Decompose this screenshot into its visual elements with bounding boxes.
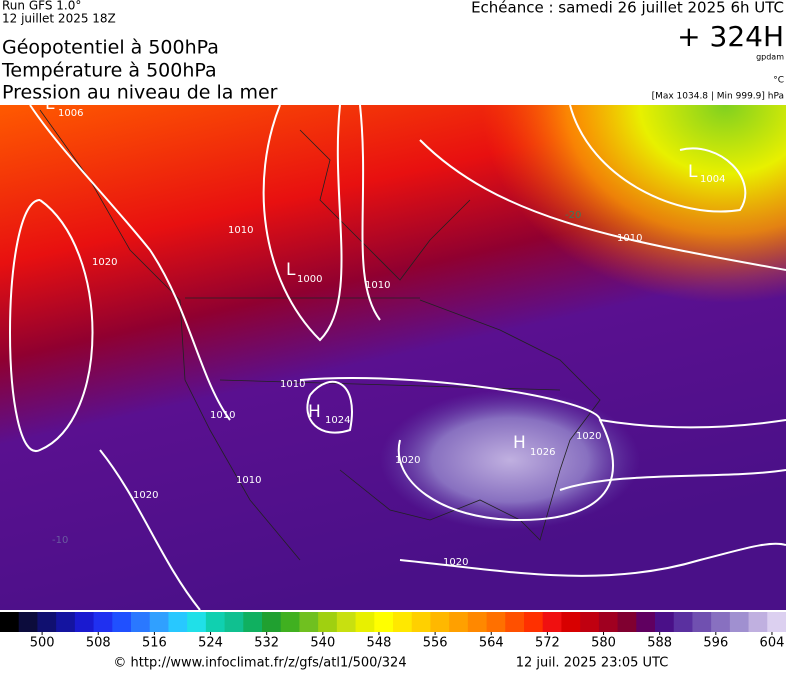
color-swatch [74, 612, 95, 632]
tick-label: 500 [30, 636, 55, 651]
tick-label: 516 [142, 636, 167, 651]
color-swatch [524, 612, 544, 632]
color-swatch [748, 612, 768, 632]
color-swatch [449, 612, 469, 632]
color-swatch [393, 612, 413, 632]
isobar-label: 1010 [617, 233, 642, 244]
isobar-label: 1020 [92, 257, 117, 268]
color-swatch [598, 612, 619, 632]
color-swatch [93, 612, 113, 632]
tick-label: 556 [423, 636, 448, 651]
color-swatch [18, 612, 38, 632]
isobar-label: 1026 [530, 447, 555, 458]
high-marker: H [513, 433, 526, 453]
lead-time: + 324H [677, 20, 784, 53]
isobar-label: 1020 [576, 431, 601, 442]
isobar-label: 1010 [228, 225, 253, 236]
isobar-label: 1010 [236, 475, 261, 486]
color-swatch [318, 612, 338, 632]
color-swatch [617, 612, 637, 632]
color-swatch [580, 612, 600, 632]
tick-label: 548 [367, 636, 392, 651]
footer-url: © http://www.infoclimat.fr/z/gfs/atl1/50… [113, 656, 406, 671]
low-marker: L [286, 260, 296, 280]
title: Pression au niveau de la mer [2, 82, 278, 104]
tick-label: 564 [479, 636, 504, 651]
tick-label: 524 [198, 636, 223, 651]
color-swatch [467, 612, 488, 632]
low-marker: L [45, 94, 55, 114]
high-marker: H [308, 402, 321, 422]
tick-label: 596 [703, 636, 728, 651]
color-swatch [56, 612, 76, 632]
isobar-label: 1000 [297, 274, 322, 285]
tick-label: 532 [254, 636, 279, 651]
title: Température à 500hPa [1, 60, 217, 82]
tick-label: 508 [86, 636, 111, 651]
color-swatch [374, 612, 394, 632]
footer-date: 12 juil. 2025 23:05 UTC [516, 656, 669, 671]
map: 1006 1010 1020 1000 1010 1010 1010 1024 … [0, 94, 786, 611]
isobar-label: 1010 [210, 410, 235, 421]
color-swatch [692, 612, 712, 632]
color-swatch [430, 612, 450, 632]
color-swatch [636, 612, 656, 632]
color-swatch [673, 612, 693, 632]
color-swatch [0, 612, 20, 632]
isobar-label: 1004 [700, 174, 725, 185]
color-swatch [149, 612, 169, 632]
isotherm-label: -10 [52, 535, 68, 546]
isobar-label: 1010 [280, 379, 305, 390]
isobar-label: 1010 [365, 280, 390, 291]
temp-unit: °C [773, 76, 784, 86]
color-swatch [711, 612, 731, 632]
run-label: Run GFS 1.0° [2, 0, 81, 13]
tick-label: 604 [760, 636, 785, 651]
tick-label: 580 [591, 636, 616, 651]
color-swatch [561, 612, 581, 632]
color-swatch [112, 612, 132, 632]
isobar-label: 1006 [58, 108, 83, 119]
color-swatch [205, 612, 226, 632]
color-swatch [37, 612, 57, 632]
color-swatch [224, 612, 244, 632]
isotherm-label: -20 [565, 210, 581, 221]
isobar-label: 1024 [325, 415, 350, 426]
title: Géopotentiel à 500hPa [2, 37, 219, 59]
run-date: 12 juillet 2025 18Z [2, 12, 116, 26]
unit: gpdam [756, 53, 784, 62]
color-swatch [336, 612, 357, 632]
tick-label: 572 [535, 636, 560, 651]
color-swatch [355, 612, 375, 632]
color-swatch [767, 612, 786, 632]
color-swatch [542, 612, 562, 632]
low-marker: L [688, 162, 698, 182]
valid-time: Echéance : samedi 26 juillet 2025 6h UTC [471, 0, 784, 17]
color-swatch [262, 612, 282, 632]
color-swatch [243, 612, 263, 632]
color-swatch [729, 612, 750, 632]
isobar-label: 1020 [395, 455, 420, 466]
pressure-range: [Max 1034.8 | Min 999.9] hPa [652, 92, 784, 102]
colorbar: 500 508 516 524 532 540 548 556 564 572 580 588 596 6… [0, 612, 786, 651]
color-swatch [168, 612, 188, 632]
color-swatch [655, 612, 675, 632]
color-swatch [187, 612, 207, 632]
color-swatch [280, 612, 300, 632]
color-swatch [411, 612, 431, 632]
isobar-label: 1020 [443, 557, 468, 568]
tick-label: 588 [647, 636, 672, 651]
color-swatch [131, 612, 151, 632]
color-swatch [299, 612, 319, 632]
isobar-label: 1020 [133, 490, 158, 501]
color-swatch [505, 612, 525, 632]
tick-label: 540 [310, 636, 335, 651]
color-swatch [486, 612, 506, 632]
